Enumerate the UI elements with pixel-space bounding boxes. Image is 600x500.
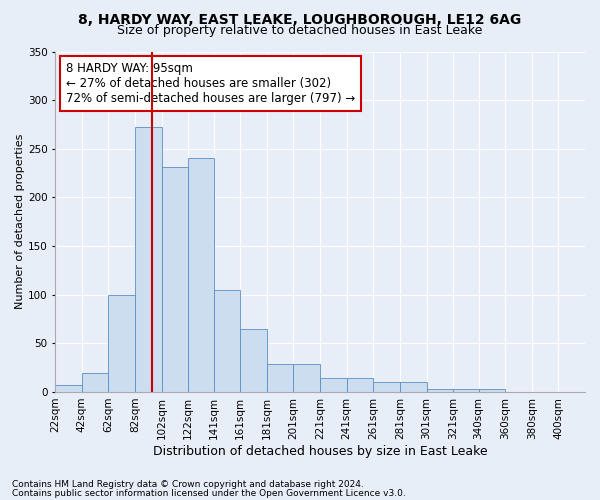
- Bar: [293, 364, 320, 392]
- Text: Contains public sector information licensed under the Open Government Licence v3: Contains public sector information licen…: [12, 488, 406, 498]
- Bar: [320, 378, 347, 392]
- Bar: [373, 382, 400, 392]
- Bar: [453, 389, 479, 392]
- Bar: [240, 328, 267, 392]
- Bar: [55, 385, 82, 392]
- Bar: [109, 294, 135, 392]
- Text: Contains HM Land Registry data © Crown copyright and database right 2024.: Contains HM Land Registry data © Crown c…: [12, 480, 364, 489]
- Bar: [161, 168, 188, 392]
- Bar: [479, 389, 505, 392]
- Bar: [427, 389, 453, 392]
- Bar: [400, 382, 427, 392]
- Bar: [267, 364, 293, 392]
- Bar: [188, 158, 214, 392]
- Bar: [347, 378, 373, 392]
- Bar: [82, 374, 109, 392]
- Y-axis label: Number of detached properties: Number of detached properties: [15, 134, 25, 310]
- Bar: [135, 128, 161, 392]
- Bar: [585, 390, 600, 392]
- Text: 8, HARDY WAY, EAST LEAKE, LOUGHBOROUGH, LE12 6AG: 8, HARDY WAY, EAST LEAKE, LOUGHBOROUGH, …: [79, 12, 521, 26]
- Text: 8 HARDY WAY: 95sqm
← 27% of detached houses are smaller (302)
72% of semi-detach: 8 HARDY WAY: 95sqm ← 27% of detached hou…: [66, 62, 355, 104]
- Bar: [214, 290, 240, 392]
- Text: Size of property relative to detached houses in East Leake: Size of property relative to detached ho…: [118, 24, 482, 37]
- X-axis label: Distribution of detached houses by size in East Leake: Distribution of detached houses by size …: [153, 444, 487, 458]
